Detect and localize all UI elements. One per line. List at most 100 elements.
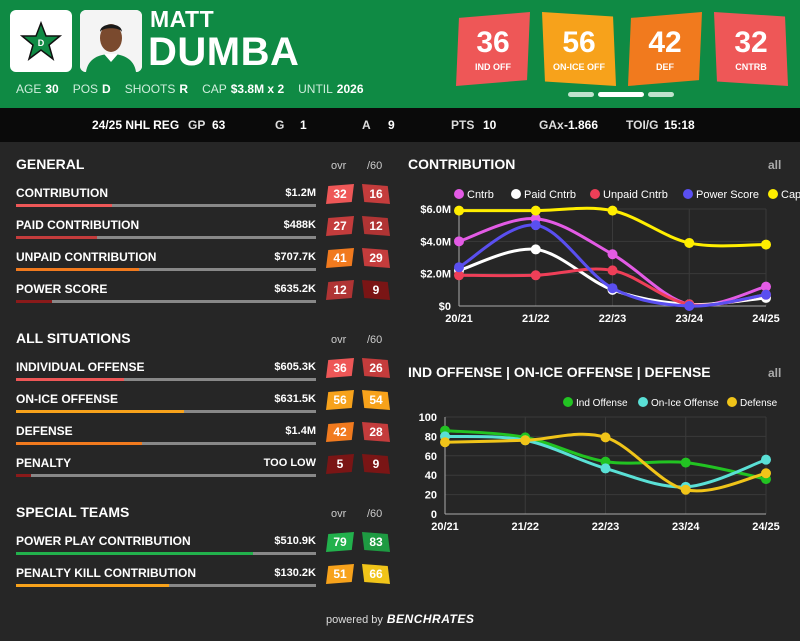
metric-value: $707.7K <box>274 251 316 263</box>
section-title-1: ALL SITUATIONS <box>16 330 131 346</box>
metric-label: CONTRIBUTION <box>16 186 108 200</box>
data-point <box>607 205 618 216</box>
metric-bar-fill <box>16 204 112 207</box>
metric-per60-chip: 66 <box>362 564 390 584</box>
metric-label: DEFENSE <box>16 424 73 438</box>
legend-marker <box>511 189 521 199</box>
offense-defense-all-link[interactable]: all <box>768 366 782 380</box>
data-point <box>684 237 695 248</box>
powered-by: powered by BENCHRATES <box>326 612 475 626</box>
x-tick-label: 21/22 <box>522 313 550 325</box>
col-header-ovr: ovr <box>331 334 347 346</box>
data-point <box>607 249 618 260</box>
metric-bar-track <box>16 378 316 381</box>
metric-per60-chip: 54 <box>362 390 390 410</box>
carousel-dot-1[interactable] <box>568 92 594 97</box>
benchrates-brand[interactable]: BENCHRATES <box>386 612 475 626</box>
x-tick-label: 23/24 <box>675 313 703 325</box>
offense-defense-chart-title: IND OFFENSE | ON-ICE OFFENSE | DEFENSE <box>408 364 711 380</box>
data-point <box>684 301 695 311</box>
x-tick-label: 24/25 <box>752 313 780 325</box>
info-shoots-label: SHOOTS <box>124 82 176 96</box>
metric-label: PAID CONTRIBUTION <box>16 218 140 232</box>
contribution-chart: $0 $2.0M $4.0M $6.0M 20/21 21/22 22/23 23/24 24/… <box>420 189 800 325</box>
metric-bar-track <box>16 410 316 413</box>
badge-ind-off: 36 IND OFF <box>456 12 530 86</box>
metric-per60-chip: 26 <box>362 358 390 378</box>
legend-label: Power Score <box>696 189 759 201</box>
stats-panel <box>0 142 800 641</box>
info-pos-value: D <box>102 82 111 96</box>
metric-per60-chip: 12 <box>362 216 390 236</box>
metric-value: $605.3K <box>274 361 316 373</box>
legend-marker <box>590 189 600 199</box>
carousel-dot-3[interactable] <box>648 92 674 97</box>
y-tick-label: 80 <box>425 431 437 443</box>
metric-ovr-chip: 56 <box>326 390 354 410</box>
data-point <box>454 262 464 273</box>
badge-def: 42 DEF <box>628 12 702 86</box>
metric-bar-track <box>16 268 316 271</box>
metric-ovr-chip: 51 <box>326 564 354 584</box>
player-first-name: MATT <box>150 6 215 32</box>
metric-bar-fill <box>16 268 139 271</box>
col-header-per60: /60 <box>367 508 383 520</box>
svg-text:D: D <box>38 38 45 48</box>
x-tick-label: 21/22 <box>511 521 539 533</box>
gp-value: 63 <box>212 118 226 132</box>
y-tick-label: 40 <box>425 470 437 482</box>
carousel-dot-2[interactable] <box>598 92 644 97</box>
metric-per60-chip: 9 <box>362 280 390 300</box>
a-value: 9 <box>388 118 395 132</box>
data-point <box>530 270 541 281</box>
metric-ovr-chip: 27 <box>326 216 354 236</box>
player-last-name: DUMBA <box>148 30 300 74</box>
metric-per60-chip: 83 <box>362 532 390 552</box>
metric-per60-chip: 29 <box>362 248 390 268</box>
metric-ovr-chip: 5 <box>326 454 354 474</box>
x-tick-label: 22/23 <box>592 521 620 533</box>
badge-cntrb: 32 CNTRB <box>714 12 788 86</box>
metric-value: $1.4M <box>285 425 316 437</box>
season-label: 24/25 NHL REG <box>92 118 180 132</box>
data-point <box>530 205 541 216</box>
y-tick-label: $2.0M <box>420 269 451 281</box>
legend-label: Paid Cntrb <box>524 189 576 201</box>
info-until-label: UNTIL <box>298 82 333 96</box>
metric-bar-track <box>16 552 316 555</box>
metric-per60-chip: 9 <box>362 454 390 474</box>
legend-label: Cap Hit <box>781 189 800 201</box>
y-tick-label: $6.0M <box>420 204 451 216</box>
legend-label: Defense <box>740 398 778 409</box>
offense-defense-chart: 0 20 40 60 80 100 20/21 21/22 22/23 23/24 24/25 Ind… <box>419 397 780 533</box>
metric-bar-fill <box>16 442 142 445</box>
data-point <box>680 484 691 495</box>
data-point <box>530 220 541 231</box>
metric-bar-track <box>16 204 316 207</box>
info-until-value: 2026 <box>336 82 364 96</box>
a-label: A <box>362 118 371 132</box>
toi-label: TOI/G <box>626 118 659 132</box>
data-point <box>454 236 464 247</box>
legend-marker <box>768 189 778 199</box>
metric-bar-fill <box>16 410 184 413</box>
metric-value: $130.2K <box>274 567 316 579</box>
player-header: D MATT DUMBA AGE 30 POS D SHOOTS R CAP $3.8M x … <box>0 0 800 108</box>
data-point <box>600 432 611 443</box>
metric-bar-fill <box>16 378 124 381</box>
section-title-2: SPECIAL TEAMS <box>16 504 130 520</box>
metric-value: $510.9K <box>274 535 316 547</box>
metric-bar-track <box>16 474 316 477</box>
data-point <box>454 270 464 281</box>
season-stat-bar: 24/25 NHL REG GP 63 G 1 A 9 PTS 10 GAx -… <box>0 108 800 142</box>
metric-bar-fill <box>16 300 52 303</box>
contribution-all-link[interactable]: all <box>768 158 782 172</box>
data-point <box>761 468 771 479</box>
metric-bar-fill <box>16 552 253 555</box>
g-value: 1 <box>300 118 307 132</box>
info-pos-label: POS <box>72 82 99 96</box>
y-tick-label: 100 <box>419 412 437 424</box>
data-point <box>600 463 611 474</box>
y-tick-label: 20 <box>425 490 437 502</box>
y-tick-label: $4.0M <box>420 236 451 248</box>
